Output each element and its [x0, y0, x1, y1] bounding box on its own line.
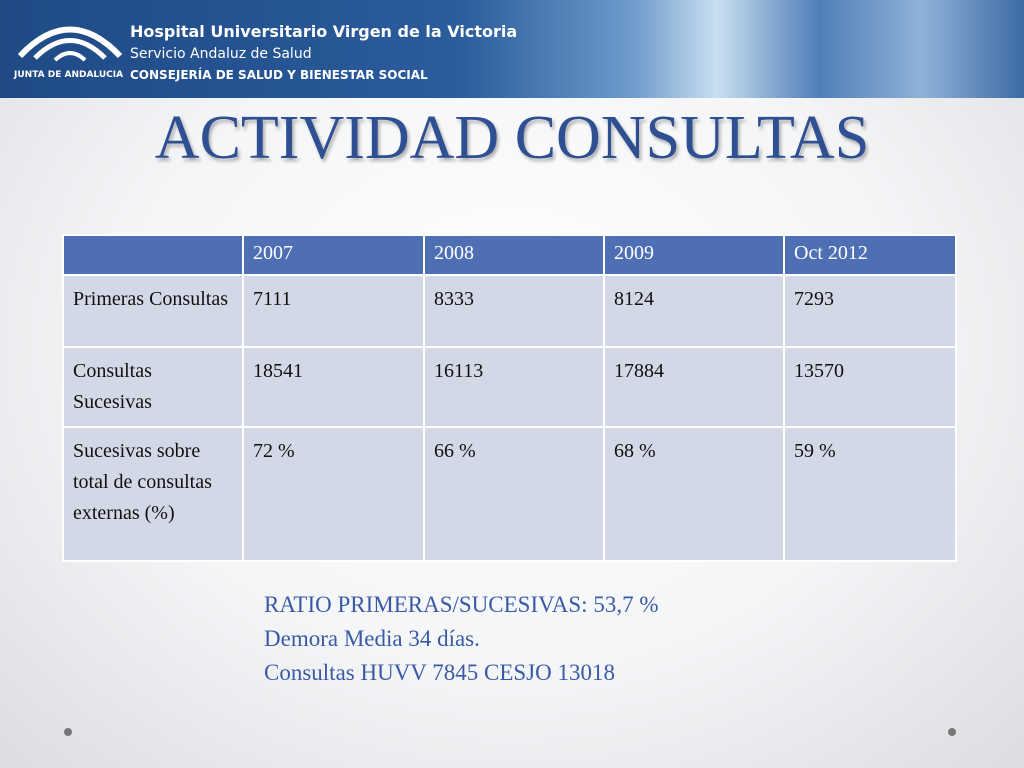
cell: 17884 [603, 346, 785, 428]
cell: 13570 [783, 346, 957, 428]
cell: 7293 [783, 274, 957, 348]
note-line: RATIO PRIMERAS/SUCESIVAS: 53,7 % [264, 592, 659, 617]
cell: 7111 [242, 274, 425, 348]
decor-dot [64, 728, 72, 736]
header-row: 2007 2008 2009 Oct 2012 [62, 234, 957, 276]
row-label: Sucesivas sobre total de consultas exter… [62, 426, 244, 562]
logo [17, 26, 123, 62]
column-header: 2008 [423, 234, 605, 276]
cell: 8124 [603, 274, 785, 348]
header-banner: JUNTA DE ANDALUCIA Hospital Universitari… [0, 0, 1024, 98]
note-line: Consultas HUVV 7845 CESJO 13018 [264, 660, 615, 685]
column-header: Oct 2012 [783, 234, 957, 276]
row-label: Consultas Sucesivas [62, 346, 244, 428]
row-label: Primeras Consultas [62, 274, 244, 348]
decor-dot [948, 728, 956, 736]
cell: 66 % [423, 426, 605, 562]
notes: RATIO PRIMERAS/SUCESIVAS: 53,7 % Demora M… [264, 588, 658, 690]
cell: 16113 [423, 346, 605, 428]
cell: 8333 [423, 274, 605, 348]
data-table: 2007 2008 2009 Oct 2012 Primeras Consult… [62, 234, 957, 562]
cell: 68 % [603, 426, 785, 562]
org: JUNTA DE ANDALUCIA [14, 70, 124, 80]
corner-cell [62, 234, 244, 276]
ministry: CONSEJERÍA DE SALUD Y BIENESTAR SOCIAL [130, 68, 428, 82]
column-header: 2007 [242, 234, 425, 276]
note-line: Demora Media 34 días. [264, 626, 480, 651]
slide-title: ACTIVIDAD CONSULTAS [154, 104, 870, 172]
hospital: Hospital Universitario Virgen de la Vict… [130, 22, 518, 41]
table-row: Consultas Sucesivas 18541 16113 17884 13570 [62, 346, 957, 428]
cell: 72 % [242, 426, 425, 562]
cell: 18541 [242, 346, 425, 428]
service: Servicio Andaluz de Salud [130, 46, 312, 62]
column-header: 2009 [603, 234, 785, 276]
cell: 59 % [783, 426, 957, 562]
table-row: Sucesivas sobre total de consultas exter… [62, 426, 957, 562]
table-row: Primeras Consultas 7111 8333 8124 7293 [62, 274, 957, 348]
